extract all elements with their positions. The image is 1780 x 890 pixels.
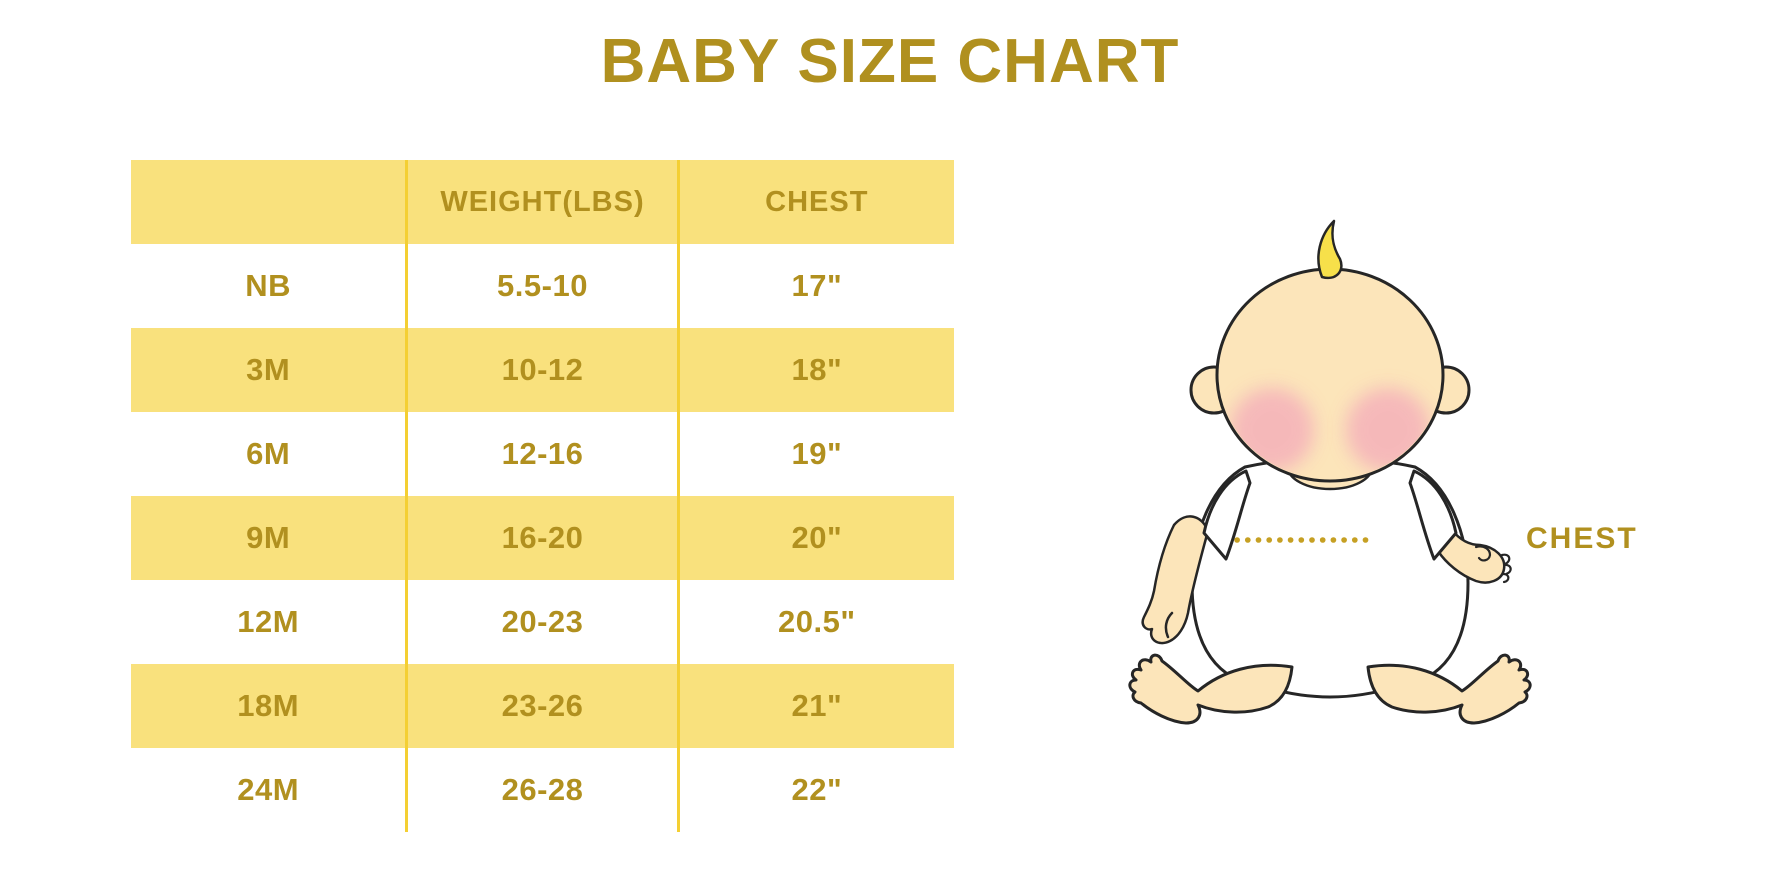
weight-cell: 16-20 [405, 496, 680, 580]
weight-cell: 10-12 [405, 328, 680, 412]
size-cell: NB [245, 268, 292, 303]
chest-cell: 20" [791, 520, 843, 555]
baby-left-arm [1141, 515, 1210, 645]
baby-right-sleeve [1408, 469, 1458, 561]
chest-cell: 22" [791, 772, 843, 807]
baby-left-leg [1128, 653, 1294, 725]
weight-cell: 12-16 [405, 412, 680, 496]
baby-right-cheek [1346, 388, 1430, 472]
size-cell: 24M [237, 772, 300, 807]
weight-cell: 23-26 [405, 664, 680, 748]
chest-cell: 19" [791, 436, 843, 471]
column-header-weight: WEIGHT(LBS) [405, 160, 680, 244]
chest-cell: 21" [791, 688, 843, 723]
baby-head [1189, 219, 1471, 483]
chest-cell: 18" [791, 352, 843, 387]
baby-right-leg [1366, 653, 1532, 725]
table-header-row: WEIGHT(LBS) CHEST [131, 160, 954, 244]
size-cell: 6M [246, 436, 291, 471]
baby-left-hand-fingers [1164, 611, 1174, 639]
table-row: 3M 10-12 18" [131, 328, 954, 412]
size-cell: 12M [237, 604, 300, 639]
baby-right-fist-knuckles [1500, 553, 1512, 584]
baby-left-cheek [1230, 388, 1314, 472]
weight-cell: 26-28 [405, 748, 680, 832]
baby-face [1215, 267, 1445, 483]
column-header-size [131, 160, 405, 244]
baby-hair-curl [1317, 219, 1343, 280]
chest-cell: 17" [791, 268, 843, 303]
table-row: NB 5.5-10 17" [131, 244, 954, 328]
baby-left-sleeve [1202, 469, 1252, 561]
baby-right-thumb [1474, 545, 1492, 562]
chest-label: CHEST [1526, 522, 1638, 555]
weight-cell: 20-23 [405, 580, 680, 664]
table-row: 18M 23-26 21" [131, 664, 954, 748]
size-cell: 18M [237, 688, 300, 723]
chest-cell: 20.5" [778, 604, 856, 639]
size-table: WEIGHT(LBS) CHEST NB 5.5-10 17" 3M 10-12… [131, 160, 954, 832]
table-row: 24M 26-28 22" [131, 748, 954, 832]
size-cell: 9M [246, 520, 291, 555]
column-header-chest: CHEST [765, 185, 869, 218]
baby-illustration [1128, 219, 1532, 725]
table-row: 6M 12-16 19" [131, 412, 954, 496]
size-cell: 3M [246, 352, 291, 387]
table-row: 9M 16-20 20" [131, 496, 954, 580]
page-title: BABY SIZE CHART [600, 27, 1180, 96]
weight-cell: 5.5-10 [405, 244, 680, 328]
table-row: 12M 20-23 20.5" [131, 580, 954, 664]
